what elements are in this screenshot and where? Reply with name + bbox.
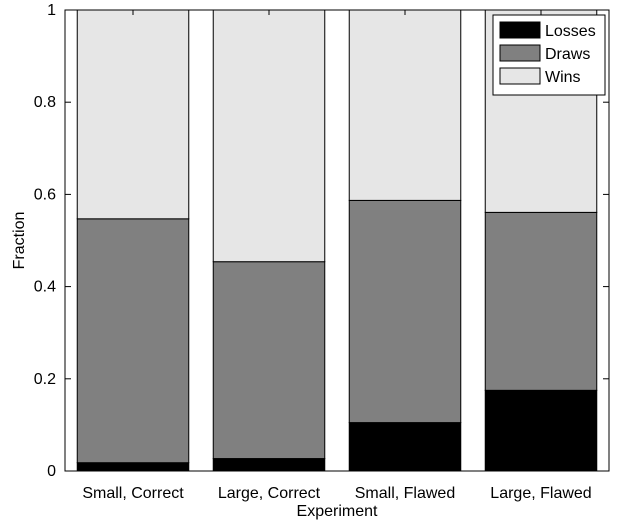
legend: Losses Draws Wins [492, 14, 606, 96]
legend-swatch-losses [499, 21, 541, 39]
legend-label-losses: Losses [545, 23, 596, 40]
legend-label-draws: Draws [545, 46, 590, 63]
bar-draws-4 [484, 211, 598, 391]
y-axis-title: Fraction [11, 212, 28, 270]
x-tick-label: Large, Flawed [490, 485, 591, 502]
y-tick-label: 1 [47, 2, 56, 19]
bar-wins-2 [212, 9, 326, 263]
bar-draws-1 [76, 218, 190, 464]
x-axis-title: Experiment [297, 503, 378, 520]
y-tick-label: 0.6 [34, 186, 56, 203]
y-tick-label: 0.8 [34, 94, 56, 111]
bar-draws-2 [212, 261, 326, 460]
bar-losses-3 [348, 422, 462, 472]
plot-frame [64, 9, 610, 472]
y-axis: 0 0.2 0.4 0.6 0.8 1 [34, 2, 609, 480]
legend-label-wins: Wins [545, 69, 581, 86]
x-tick-label: Large, Correct [218, 485, 321, 502]
bar-draws-3 [348, 199, 462, 424]
legend-swatch-wins [499, 67, 541, 85]
bar-wins-3 [348, 9, 462, 201]
legend-swatch-draws [499, 44, 541, 62]
x-tick-label: Small, Flawed [355, 485, 455, 502]
y-tick-label: 0.4 [34, 279, 56, 296]
bar-losses-4 [484, 389, 598, 472]
y-tick-label: 0 [47, 463, 56, 480]
x-tick-label: Small, Correct [82, 485, 184, 502]
x-axis: Small, Correct Large, Correct Small, Flawe… [82, 10, 592, 502]
y-tick-label: 0.2 [34, 371, 56, 388]
bar-wins-1 [76, 9, 190, 220]
